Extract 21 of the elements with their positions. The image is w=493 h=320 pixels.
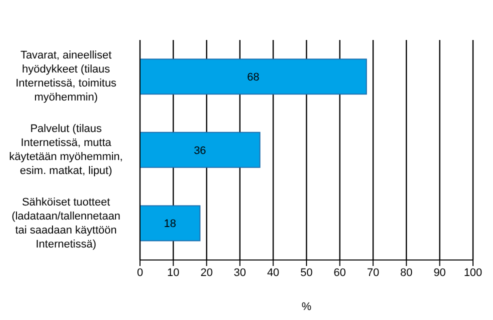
x-tick-label: 100 xyxy=(464,266,482,279)
data-label: 18 xyxy=(164,218,176,230)
x-tick-label: 90 xyxy=(434,266,446,279)
x-tick-label: 10 xyxy=(167,266,180,279)
x-axis-title: % xyxy=(302,301,312,313)
x-tick-label: 20 xyxy=(200,266,213,279)
x-tick-label: 50 xyxy=(300,266,313,279)
x-tick-label: 0 xyxy=(136,266,144,279)
x-tick-label: 80 xyxy=(400,266,413,279)
bar xyxy=(140,58,367,95)
x-tick-label: 40 xyxy=(267,266,280,279)
data-label: 68 xyxy=(247,71,260,84)
y-tick-label: Sähköiset tuotteet (ladataan/tallennetaan tai saadaan käyttöön Internetissä) xyxy=(12,196,120,250)
y-tick-label: Palvelut (tilaus Internetissä, mutta käytetään myöhemmin, esim. matkat, liput) xyxy=(9,122,123,177)
x-tick-label: 60 xyxy=(334,266,346,279)
y-tick-label: Tavarat, aineelliset hyödykkeet (tilaus Internetissä, toimitus myöhemmin) xyxy=(16,50,117,104)
x-tick-label: 30 xyxy=(234,266,246,279)
bar xyxy=(140,205,200,242)
bar xyxy=(140,132,260,168)
x-tick-label: 70 xyxy=(366,266,380,279)
data-label: 36 xyxy=(194,144,206,157)
